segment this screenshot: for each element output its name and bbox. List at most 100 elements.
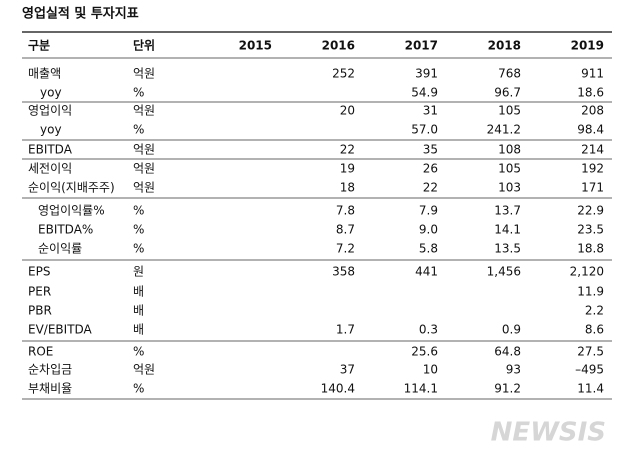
value-cell: 5.8 [419, 242, 438, 256]
value-cell: 98.4 [577, 123, 604, 137]
value-cell: 241.2 [487, 123, 521, 137]
value-cell: 7.8 [336, 204, 355, 218]
value-cell: –495 [575, 363, 604, 377]
unit-cell: % [133, 223, 144, 237]
unit-cell: 억원 [133, 143, 155, 157]
value-cell: 13.7 [494, 204, 521, 218]
unit-cell: 배 [133, 323, 144, 337]
column-header: 2017 [405, 39, 438, 53]
value-cell: 31 [423, 104, 438, 118]
row-label: 부채비율 [28, 382, 72, 396]
value-cell: 20 [340, 104, 355, 118]
value-cell: 19 [340, 162, 355, 176]
value-cell: 11.9 [577, 285, 604, 299]
value-cell: 1,456 [487, 265, 521, 279]
value-cell: 91.2 [494, 382, 521, 396]
value-cell: 105 [498, 104, 521, 118]
value-cell: 105 [498, 162, 521, 176]
row-label: yoy [40, 86, 62, 100]
unit-cell: % [133, 382, 144, 396]
unit-cell: % [133, 345, 144, 359]
value-cell: 25.6 [411, 345, 438, 359]
value-cell: 10 [423, 363, 438, 377]
unit-cell: % [133, 86, 144, 100]
value-cell: 103 [498, 181, 521, 195]
row-label: ROE [28, 345, 53, 359]
unit-cell: 억원 [133, 181, 155, 195]
value-cell: 7.2 [336, 242, 355, 256]
unit-cell: 억원 [133, 162, 155, 176]
row-label: 순이익률 [38, 242, 82, 256]
row-label: EBITDA% [38, 223, 93, 237]
value-cell: 22.9 [577, 204, 604, 218]
value-cell: 0.3 [419, 323, 438, 337]
value-cell: 0.9 [502, 323, 521, 337]
value-cell: 391 [415, 67, 438, 81]
value-cell: 23.5 [577, 223, 604, 237]
row-label: EBITDA [28, 143, 73, 157]
row-label: yoy [40, 123, 62, 137]
value-cell: 18.6 [577, 86, 604, 100]
unit-cell: 억원 [133, 363, 155, 377]
value-cell: 8.6 [585, 323, 604, 337]
value-cell: 64.8 [494, 345, 521, 359]
unit-cell: % [133, 123, 144, 137]
value-cell: 35 [423, 143, 438, 157]
row-label: PER [28, 285, 51, 299]
value-cell: 22 [423, 181, 438, 195]
value-cell: 208 [581, 104, 604, 118]
watermark: NEWSIS [491, 418, 606, 448]
column-header: 2015 [239, 39, 272, 53]
value-cell: 93 [506, 363, 521, 377]
row-label: 순이익(지배주주) [28, 181, 115, 195]
value-cell: 2,120 [570, 265, 604, 279]
row-label: EPS [28, 265, 50, 279]
row-label: PBR [28, 304, 52, 318]
column-header: 2016 [322, 39, 355, 53]
column-header: 단위 [133, 38, 155, 53]
unit-cell: 배 [133, 285, 144, 299]
value-cell: 96.7 [494, 86, 521, 100]
value-cell: 192 [581, 162, 604, 176]
column-header: 구분 [28, 39, 50, 53]
row-label: EV/EBITDA [28, 323, 93, 337]
row-label: 매출액 [28, 67, 61, 81]
value-cell: 768 [498, 67, 521, 81]
unit-cell: 배 [133, 304, 144, 318]
value-cell: 13.5 [494, 242, 521, 256]
unit-cell: 억원 [133, 104, 155, 118]
value-cell: 911 [581, 67, 604, 81]
value-cell: 54.9 [411, 86, 438, 100]
value-cell: 114.1 [404, 382, 438, 396]
row-label: 영업이익률% [38, 204, 105, 218]
unit-cell: 원 [133, 265, 144, 279]
value-cell: 9.0 [419, 223, 438, 237]
row-label: 세전이익 [28, 162, 72, 176]
value-cell: 140.4 [321, 382, 355, 396]
value-cell: 214 [581, 143, 604, 157]
unit-cell: % [133, 204, 144, 218]
value-cell: 11.4 [577, 382, 604, 396]
value-cell: 57.0 [411, 123, 438, 137]
value-cell: 252 [332, 67, 355, 81]
value-cell: 27.5 [577, 345, 604, 359]
unit-cell: 억원 [133, 67, 155, 81]
value-cell: 26 [423, 162, 438, 176]
column-header: 2018 [488, 39, 521, 53]
value-cell: 22 [340, 143, 355, 157]
column-header: 2019 [571, 39, 604, 53]
value-cell: 108 [498, 143, 521, 157]
title: 영업실적 및 투자지표 [22, 6, 139, 22]
value-cell: 358 [332, 265, 355, 279]
row-label: 순차입금 [28, 363, 72, 377]
unit-cell: % [133, 242, 144, 256]
row-label: 영업이익 [28, 104, 72, 118]
value-cell: 37 [340, 363, 355, 377]
value-cell: 8.7 [336, 223, 355, 237]
value-cell: 14.1 [494, 223, 521, 237]
value-cell: 441 [415, 265, 438, 279]
value-cell: 171 [581, 181, 604, 195]
